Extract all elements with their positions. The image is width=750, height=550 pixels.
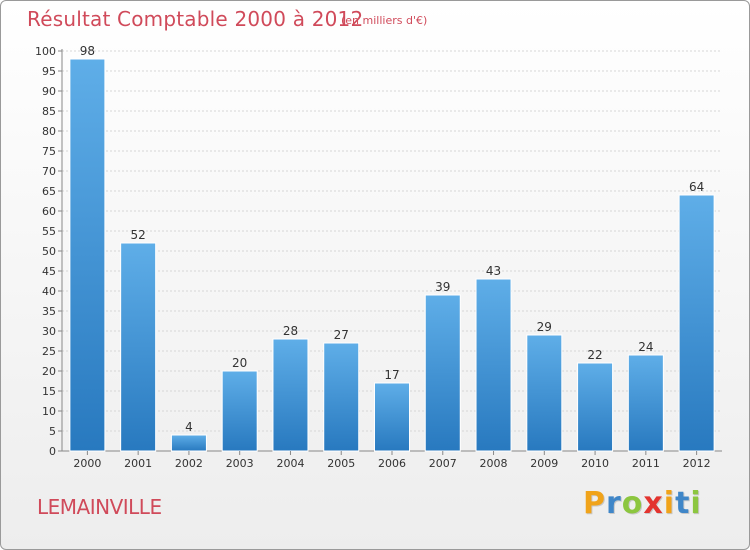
- data-label: 64: [689, 180, 704, 194]
- x-tick-label: 2008: [480, 457, 508, 470]
- logo-letter: t: [675, 486, 691, 521]
- bar: [424, 294, 461, 452]
- y-tick-label: 55: [42, 225, 56, 238]
- y-tick-label: 30: [42, 325, 56, 338]
- y-tick-label: 5: [49, 425, 56, 438]
- bar: [577, 362, 614, 452]
- y-tick-label: 0: [49, 445, 56, 458]
- y-tick-label: 35: [42, 305, 56, 318]
- bar: [627, 354, 664, 452]
- x-tick-label: 2001: [124, 457, 152, 470]
- x-tick-label: 2000: [73, 457, 101, 470]
- y-tick-label: 60: [42, 205, 56, 218]
- chart-title: Résultat Comptable 2000 à 2012: [27, 7, 364, 31]
- x-tick-label: 2002: [175, 457, 203, 470]
- x-tick-label: 2012: [683, 457, 711, 470]
- y-tick-label: 90: [42, 85, 56, 98]
- data-label: 29: [537, 320, 552, 334]
- y-tick-label: 25: [42, 345, 56, 358]
- bar: [170, 434, 207, 452]
- bar: [323, 342, 360, 452]
- y-tick-label: 10: [42, 405, 56, 418]
- bar: [526, 334, 563, 452]
- x-tick-label: 2010: [581, 457, 609, 470]
- y-tick-label: 70: [42, 165, 56, 178]
- x-tick-label: 2006: [378, 457, 406, 470]
- y-tick-label: 20: [42, 365, 56, 378]
- y-tick-label: 50: [42, 245, 56, 258]
- bar: [221, 370, 258, 452]
- bar: [475, 278, 512, 452]
- data-label: 4: [185, 420, 193, 434]
- data-label: 20: [232, 356, 247, 370]
- y-tick-label: 75: [42, 145, 56, 158]
- y-tick-label: 100: [35, 45, 56, 58]
- data-label: 52: [131, 228, 146, 242]
- y-tick-label: 65: [42, 185, 56, 198]
- bar: [374, 382, 410, 452]
- logo-letter: r: [606, 486, 622, 521]
- data-label: 27: [334, 328, 349, 342]
- x-tick-label: 2007: [429, 457, 457, 470]
- bar: [120, 242, 157, 452]
- data-label: 98: [80, 44, 95, 58]
- y-tick-label: 80: [42, 125, 56, 138]
- bar: [69, 58, 106, 452]
- y-tick-label: 15: [42, 385, 56, 398]
- data-label: 43: [486, 264, 501, 278]
- y-tick-label: 85: [42, 105, 56, 118]
- logo-letter: i: [663, 486, 676, 521]
- bar: [678, 194, 715, 452]
- proxiti-logo: Proxiti: [583, 486, 702, 521]
- x-tick-label: 2005: [327, 457, 355, 470]
- logo-letter: i: [690, 486, 702, 521]
- x-tick-label: 2011: [632, 457, 660, 470]
- place-name: LEMAINVILLE: [37, 495, 162, 519]
- logo-letter: o: [621, 486, 644, 521]
- y-tick-label: 45: [42, 265, 56, 278]
- y-tick-label: 40: [42, 285, 56, 298]
- data-label: 39: [435, 280, 450, 294]
- data-label: 22: [587, 348, 602, 362]
- data-label: 17: [384, 368, 399, 382]
- data-label: 28: [283, 324, 298, 338]
- bar: [272, 338, 309, 452]
- x-tick-label: 2009: [530, 457, 558, 470]
- logo-letter: x: [643, 486, 664, 521]
- chart-subtitle: (en milliers d'€): [341, 14, 428, 27]
- x-tick-label: 2004: [276, 457, 304, 470]
- data-label: 24: [638, 340, 653, 354]
- y-tick-label: 95: [42, 65, 56, 78]
- x-tick-label: 2003: [226, 457, 254, 470]
- logo-letter: P: [583, 486, 606, 521]
